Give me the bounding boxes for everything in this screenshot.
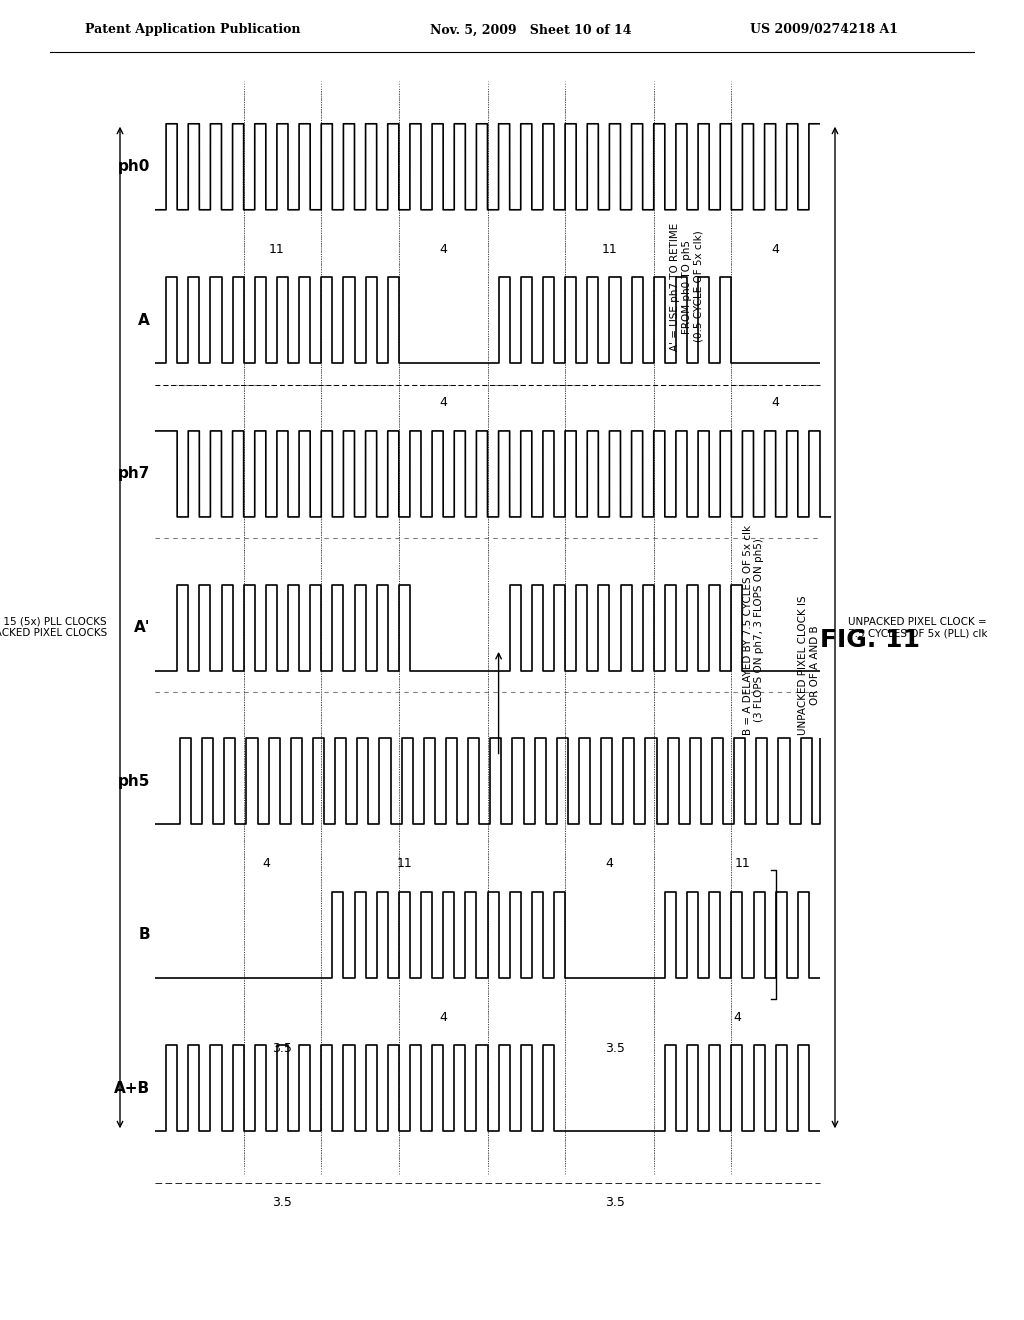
Text: ph7: ph7	[118, 466, 150, 482]
Text: 4: 4	[439, 1011, 447, 1024]
Text: A' = USE ph7 TO RETIME
FROM ph0 TO ph5
(0.5 CYCLE OF 5x clk): A' = USE ph7 TO RETIME FROM ph0 TO ph5 (…	[671, 223, 703, 351]
Text: A': A'	[133, 620, 150, 635]
Text: 3 LINK CLOCKS = 15 (5x) PLL CLOCKS
= 2 UNPACKED PIXEL CLOCKS: 3 LINK CLOCKS = 15 (5x) PLL CLOCKS = 2 U…	[0, 616, 106, 639]
Text: 4: 4	[733, 1011, 740, 1024]
Text: FIG. 11: FIG. 11	[820, 628, 920, 652]
Text: 4: 4	[772, 243, 779, 256]
Text: B: B	[138, 927, 150, 942]
Text: UNPACKED PIXEL CLOCK =
7.5 CYCLES OF 5x (PLL) clk: UNPACKED PIXEL CLOCK = 7.5 CYCLES OF 5x …	[848, 616, 987, 639]
Text: 4: 4	[605, 857, 613, 870]
Text: 3.5: 3.5	[605, 1043, 625, 1055]
Text: 4: 4	[439, 396, 447, 409]
Text: Nov. 5, 2009   Sheet 10 of 14: Nov. 5, 2009 Sheet 10 of 14	[430, 24, 632, 37]
Text: ph0: ph0	[118, 160, 150, 174]
Text: 3.5: 3.5	[272, 1043, 293, 1055]
Text: UNPACKED PIXEL CLOCK IS
OR OF A AND B: UNPACKED PIXEL CLOCK IS OR OF A AND B	[798, 595, 820, 735]
Text: ph5: ph5	[118, 774, 150, 788]
Text: 4: 4	[439, 243, 447, 256]
Text: 4: 4	[262, 857, 269, 870]
Text: 11: 11	[734, 857, 751, 870]
Text: 4: 4	[772, 396, 779, 409]
Text: Patent Application Publication: Patent Application Publication	[85, 24, 300, 37]
Text: 3.5: 3.5	[272, 1196, 293, 1209]
Text: US 2009/0274218 A1: US 2009/0274218 A1	[750, 24, 898, 37]
Text: B = A DELAYED BY 7.5 CYCLES OF 5x clk
(3 FLOPS ON ph7, 3 FLOPS ON ph5): B = A DELAYED BY 7.5 CYCLES OF 5x clk (3…	[742, 524, 764, 735]
Text: 11: 11	[396, 857, 413, 870]
Text: 3.5: 3.5	[605, 1196, 625, 1209]
Text: A: A	[138, 313, 150, 327]
Text: A+B: A+B	[114, 1081, 150, 1096]
Text: 11: 11	[269, 243, 285, 256]
Text: 11: 11	[601, 243, 617, 256]
